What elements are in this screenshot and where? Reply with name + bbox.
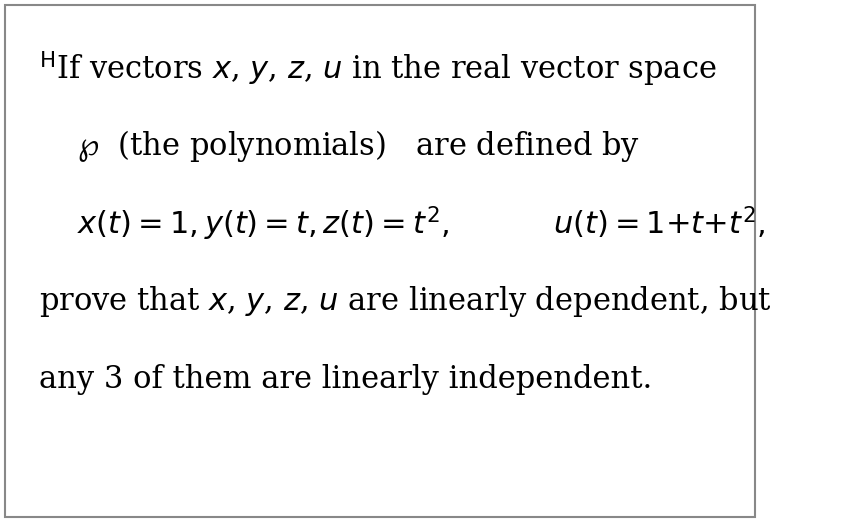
Text: any 3 of them are linearly independent.: any 3 of them are linearly independent. [40,364,653,395]
Text: prove that $x$, $y$, $z$, $u$ are linearly dependent, but: prove that $x$, $y$, $z$, $u$ are linear… [40,284,772,319]
Text: $^{\mathrm{H}}$If vectors $x$, $y$, $z$, $u$ in the real vector space: $^{\mathrm{H}}$If vectors $x$, $y$, $z$,… [40,49,717,89]
Text: $x(t){=}1, y(t){=}t, z(t){=}t^2,$          $u(t){=}1{+}t{+}t^2,$: $x(t){=}1, y(t){=}t, z(t){=}t^2,$ $u(t){… [77,205,765,243]
Text: $\wp$  (the polynomials)   are defined by: $\wp$ (the polynomials) are defined by [77,129,641,165]
